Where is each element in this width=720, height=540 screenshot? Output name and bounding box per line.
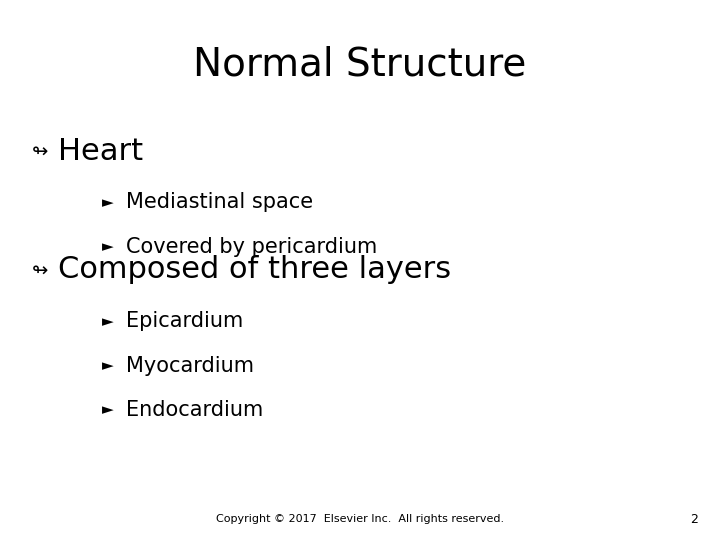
Text: Heart: Heart xyxy=(58,137,143,166)
Text: Normal Structure: Normal Structure xyxy=(193,46,527,84)
Text: ↬: ↬ xyxy=(32,260,48,280)
Text: ↬: ↬ xyxy=(32,141,48,161)
Text: ►: ► xyxy=(102,358,114,373)
Text: 2: 2 xyxy=(690,513,698,526)
Text: ►: ► xyxy=(102,239,114,254)
Text: Composed of three layers: Composed of three layers xyxy=(58,255,451,285)
Text: Myocardium: Myocardium xyxy=(126,355,254,376)
Text: Endocardium: Endocardium xyxy=(126,400,264,420)
Text: ►: ► xyxy=(102,314,114,329)
Text: Covered by pericardium: Covered by pericardium xyxy=(126,237,377,257)
Text: Epicardium: Epicardium xyxy=(126,311,243,332)
Text: ►: ► xyxy=(102,195,114,210)
Text: Copyright © 2017  Elsevier Inc.  All rights reserved.: Copyright © 2017 Elsevier Inc. All right… xyxy=(216,515,504,524)
Text: Mediastinal space: Mediastinal space xyxy=(126,192,313,213)
Text: ►: ► xyxy=(102,402,114,417)
